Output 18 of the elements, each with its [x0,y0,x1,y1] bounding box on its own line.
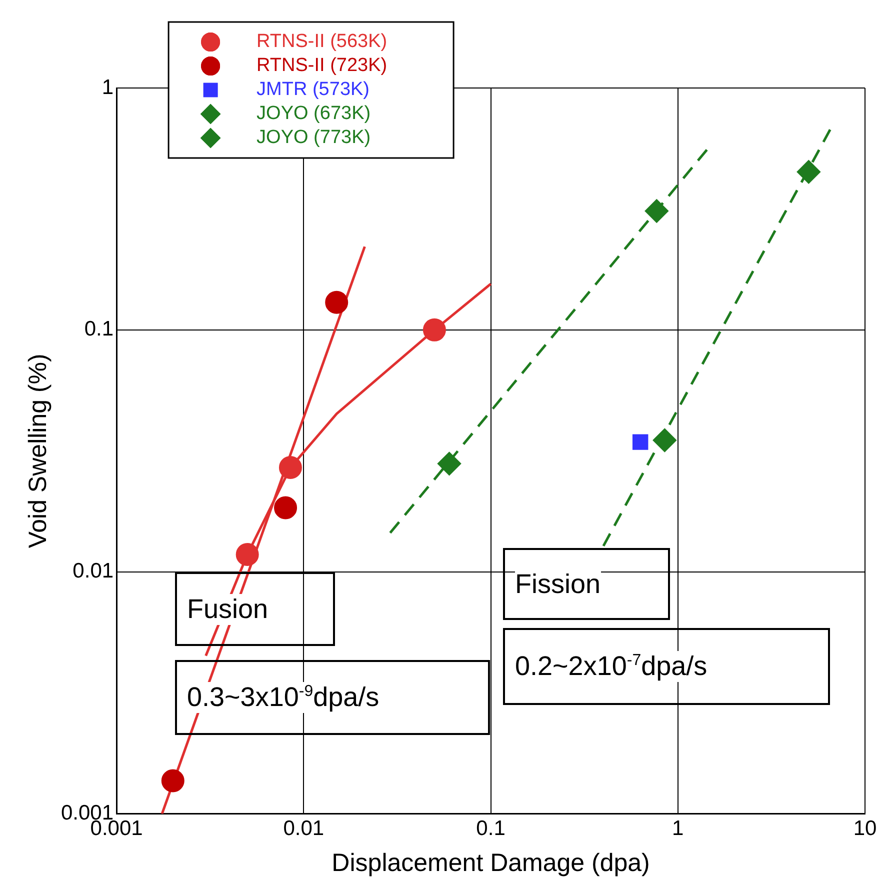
legend-label: RTNS-II (563K) [256,31,388,52]
legend-label: RTNS-II (723K) [256,55,388,76]
y-tick-label: 0.01 [72,560,114,583]
legend-label: JOYO (773K) [256,127,371,148]
y-tick-label: 0.1 [84,318,114,341]
x-tick-label: 0.01 [283,817,324,840]
x-tick-label: 0.1 [476,817,506,840]
x-axis-title: Displacement Damage (dpa) [332,848,650,877]
annotation: 0.2~2x10$^{-7}$dpa/s [515,651,708,682]
x-tick-label: 10 [853,817,877,840]
y-axis-title: Void Swelling (%) [24,354,52,548]
y-tick-label: 1 [102,76,114,99]
legend-label: JMTR (573K) [256,79,370,100]
legend-label: JOYO (673K) [256,103,371,124]
x-tick-label: 1 [672,817,684,840]
annotation: Fission [515,568,601,600]
annotation: Fusion [187,594,268,624]
annotation: 0.3~3x10$^{-9}$dpa/s [187,682,380,713]
